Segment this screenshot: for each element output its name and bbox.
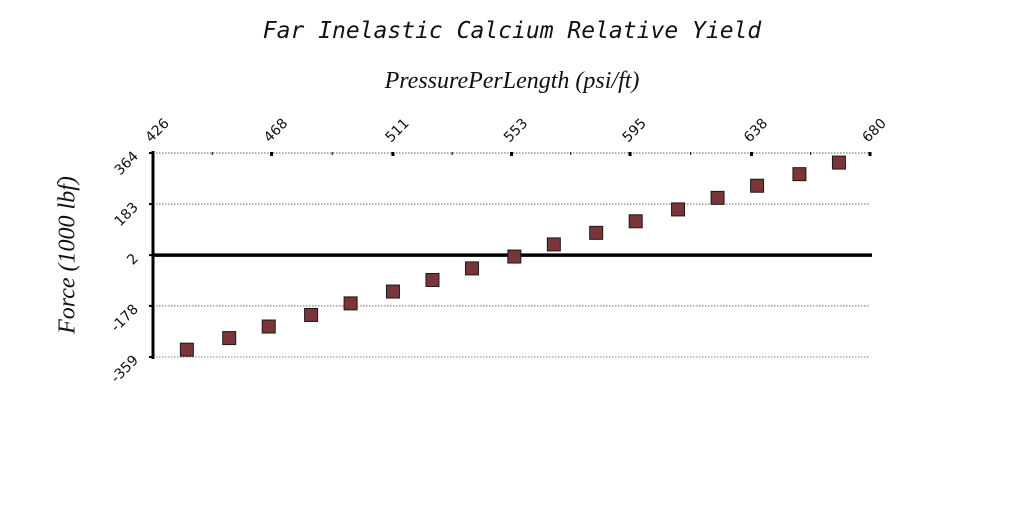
data-point xyxy=(261,319,276,334)
data-point xyxy=(710,190,725,205)
data-point xyxy=(507,249,522,264)
data-point xyxy=(792,167,807,182)
data-point xyxy=(831,155,846,170)
x-tick-label: 595 xyxy=(620,116,650,146)
y-tick-label: 183 xyxy=(112,200,142,230)
x-tick-label: 468 xyxy=(261,116,291,146)
y-tick-label: -178 xyxy=(108,301,142,335)
data-point xyxy=(464,261,479,276)
data-point xyxy=(589,225,604,240)
tick-labels: 426 468 511 553 595 638 680 364 183 2 -178 -359 xyxy=(108,116,890,387)
y-tick-label: 364 xyxy=(112,148,142,178)
data-point xyxy=(546,237,561,252)
x-axis-label: PressurePerLength (psi/ft) xyxy=(384,68,640,94)
x-tick-label: 511 xyxy=(382,116,412,146)
y-tick-label: 2 xyxy=(124,251,142,269)
data-point xyxy=(304,307,319,322)
x-tick-label: 553 xyxy=(501,116,531,146)
x-tick-label: 426 xyxy=(143,116,173,146)
data-point xyxy=(179,342,194,357)
data-point xyxy=(628,214,643,229)
chart-title: Far Inelastic Calcium Relative Yield xyxy=(262,18,762,44)
data-point xyxy=(750,178,765,193)
data-points xyxy=(179,155,846,357)
data-point xyxy=(425,272,440,287)
data-point xyxy=(343,296,358,311)
data-point xyxy=(385,284,400,299)
data-point xyxy=(671,202,686,217)
y-tick-label: -359 xyxy=(108,353,142,387)
data-point xyxy=(222,331,237,346)
x-tick-label: 638 xyxy=(741,116,771,146)
x-tick-label: 680 xyxy=(860,116,890,146)
